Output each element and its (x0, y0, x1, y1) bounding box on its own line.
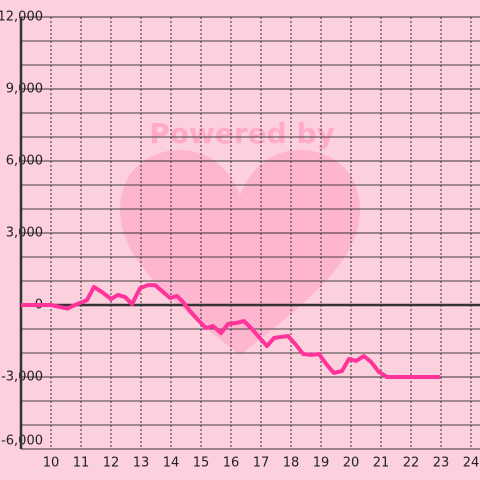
x-tick-label: 22 (403, 456, 420, 471)
x-tick-label: 21 (373, 456, 390, 471)
x-tick-label: 24 (463, 456, 480, 471)
x-tick-label: 13 (133, 456, 150, 471)
data-line (21, 283, 441, 379)
x-tick-label: 20 (343, 456, 360, 471)
y-tick-label: 9,000 (6, 82, 43, 97)
y-tick-label: 6,000 (6, 154, 43, 169)
x-tick-label: 14 (163, 456, 180, 471)
x-tick-label: 15 (193, 456, 210, 471)
x-tick-label: 16 (223, 456, 240, 471)
x-tick-label: 18 (283, 456, 300, 471)
x-tick-label: 10 (43, 456, 60, 471)
x-tick-label: 23 (433, 456, 450, 471)
y-tick-label: 3,000 (6, 226, 43, 241)
x-tick-label: 17 (253, 456, 270, 471)
watermark-text: Powered by (149, 117, 335, 150)
x-tick-label: 11 (73, 456, 90, 471)
x-tick-label: 19 (313, 456, 330, 471)
x-tick-label: 12 (103, 456, 120, 471)
